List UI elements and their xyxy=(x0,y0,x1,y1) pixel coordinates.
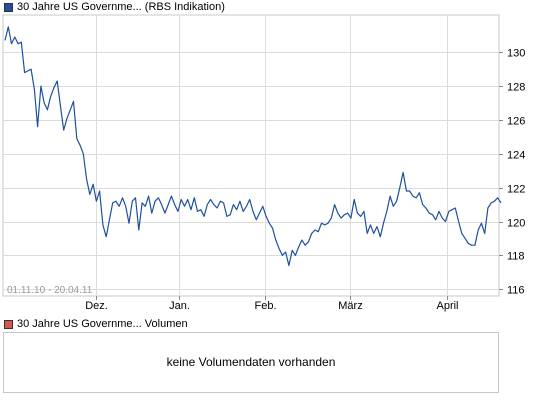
y-tick-label: 126 xyxy=(507,116,525,128)
x-tick-label: Dez. xyxy=(85,300,108,312)
y-tick-label: 120 xyxy=(507,218,525,230)
price-series-line xyxy=(4,26,502,267)
volume-legend-label: 30 Jahre US Governme... Volumen xyxy=(17,318,188,330)
y-tick-label: 128 xyxy=(507,82,525,94)
no-volume-message: keine Volumendaten vorhanden xyxy=(166,355,336,369)
price-legend-swatch xyxy=(4,2,13,12)
price-legend: 30 Jahre US Governme... (RBS Indikation) xyxy=(4,0,225,14)
price-legend-label: 30 Jahre US Governme... (RBS Indikation) xyxy=(17,1,225,13)
volume-legend: 30 Jahre US Governme... Volumen xyxy=(4,317,188,331)
volume-panel: keine Volumendaten vorhanden xyxy=(3,332,499,393)
plot-area xyxy=(2,14,500,297)
y-tick-label: 118 xyxy=(507,251,525,263)
y-tick-label: 130 xyxy=(507,48,525,60)
x-tick-label: März xyxy=(338,300,362,312)
x-tick-label: April xyxy=(436,300,458,312)
x-tick-label: Jan. xyxy=(169,300,190,312)
y-tick-label: 122 xyxy=(507,184,525,196)
price-chart: 116 118 120 122 124 126 128 130 Dez. Jan. Feb. März… xyxy=(2,14,525,312)
x-tick-label: Feb. xyxy=(254,300,276,312)
date-range-label: 01.11.10 - 20.04.11 xyxy=(7,285,93,296)
y-tick-label: 124 xyxy=(507,150,525,162)
y-tick-label: 116 xyxy=(507,285,525,297)
volume-legend-swatch xyxy=(4,319,13,329)
